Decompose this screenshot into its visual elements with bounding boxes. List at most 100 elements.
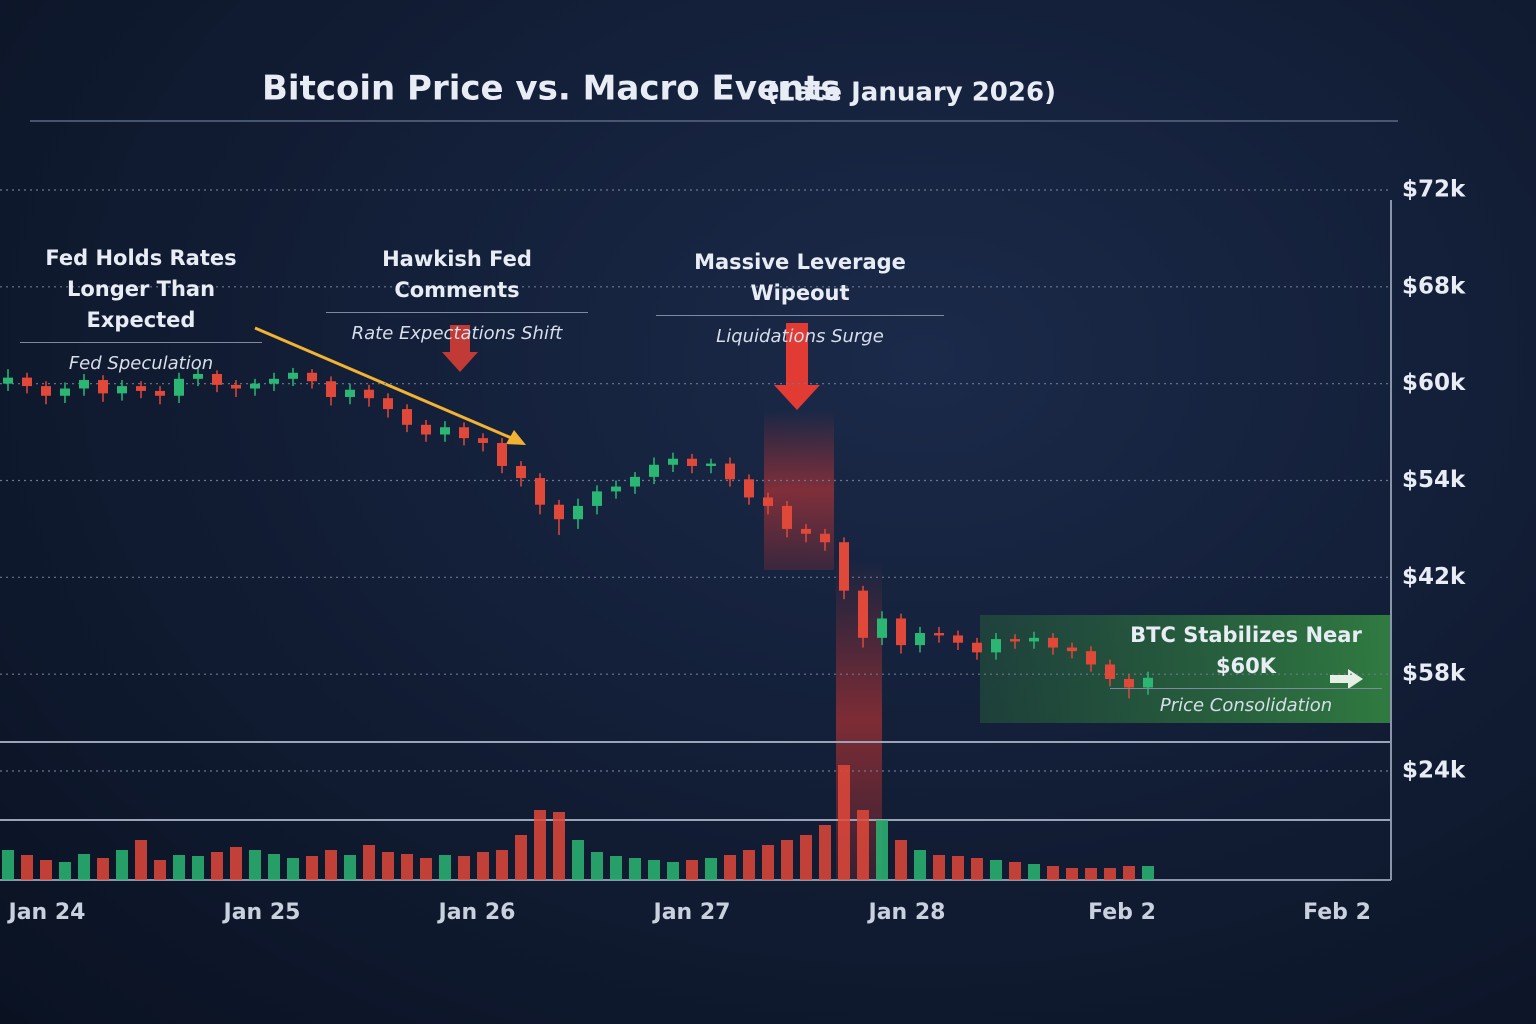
volume-bar	[116, 850, 128, 880]
candle-body	[573, 505, 583, 520]
x-tick-label: Jan 28	[867, 900, 946, 925]
y-tick-label: $24k	[1402, 758, 1466, 784]
volume-bar	[762, 845, 774, 880]
candle-body	[668, 458, 678, 465]
x-tick-label: Feb 2	[1303, 900, 1371, 925]
y-tick-label: $42k	[1402, 564, 1466, 590]
volume-bar	[40, 860, 52, 880]
candle-body	[250, 383, 260, 389]
volume-bar	[458, 856, 470, 880]
volume-bar	[59, 862, 71, 880]
annotation-subtitle: Rate Expectations Shift	[351, 323, 563, 344]
volume-bar	[230, 847, 242, 880]
annotation-title: Massive Leverage Wipeout	[656, 247, 944, 316]
volume-bar	[648, 860, 660, 880]
candle-body	[79, 380, 89, 389]
chart-subtitle: (Late January 2026)	[766, 78, 1056, 108]
candle-body	[592, 491, 602, 506]
candle-body	[782, 505, 792, 529]
candle-body	[953, 635, 963, 643]
volume-bar	[1123, 866, 1135, 880]
candle-body	[41, 386, 51, 396]
annotation: Massive Leverage Wipeout Liquidations Sur…	[656, 247, 944, 347]
candle-body	[991, 639, 1001, 653]
volume-bar	[135, 840, 147, 880]
candle-body	[326, 381, 336, 397]
volume-bar	[572, 840, 584, 880]
candle-body	[934, 633, 944, 636]
candle-body	[706, 463, 716, 466]
volume-bar	[743, 850, 755, 880]
volume-bar	[287, 858, 299, 880]
annotation-subtitle: Liquidations Surge	[716, 326, 884, 347]
volume-bar	[838, 765, 850, 880]
candle-body	[1048, 637, 1058, 648]
volume-bar	[173, 855, 185, 880]
candle-body	[459, 427, 469, 439]
volume-bar	[515, 835, 527, 880]
volume-bar	[21, 855, 33, 880]
volume-bar	[819, 825, 831, 880]
candle-body	[174, 378, 184, 396]
volume-bar	[439, 855, 451, 880]
x-tick-label: Jan 27	[652, 900, 731, 925]
candle-body	[725, 463, 735, 480]
candle-body	[649, 464, 659, 477]
candle-body	[307, 372, 317, 382]
volume-bar	[610, 856, 622, 880]
annotation-title: Fed Holds Rates Longer Than Expected	[20, 243, 262, 343]
candle-body	[535, 478, 545, 505]
volume-bar	[705, 858, 717, 880]
y-tick-label: $54k	[1402, 467, 1466, 493]
candle-body	[611, 486, 621, 492]
volume-bar	[97, 858, 109, 880]
candle-body	[288, 372, 298, 379]
volume-bar	[591, 852, 603, 880]
candle-body	[136, 386, 146, 391]
volume-bar	[496, 850, 508, 880]
volume-bar	[876, 820, 888, 880]
y-tick-label: $72k	[1402, 177, 1466, 203]
volume-bar	[154, 860, 166, 880]
volume-bar	[477, 852, 489, 880]
volume-bar	[686, 860, 698, 880]
volume-bar	[268, 854, 280, 880]
volume-bar	[1104, 868, 1116, 880]
x-tick-label: Jan 25	[222, 900, 301, 925]
candle-body	[1105, 664, 1115, 680]
chart-title: Bitcoin Price vs. Macro Events	[262, 69, 841, 109]
candle-body	[915, 633, 925, 646]
volume-bar	[78, 854, 90, 880]
candle-body	[1143, 677, 1153, 688]
candle-body	[383, 398, 393, 410]
volume-bar	[971, 858, 983, 880]
y-tick-label: $60k	[1402, 370, 1466, 396]
volume-bar	[306, 856, 318, 880]
consolidation-zone	[980, 615, 1391, 723]
volume-bar	[2, 850, 14, 880]
annotation-title: Hawkish Fed Comments	[326, 244, 588, 313]
candle-body	[801, 528, 811, 534]
volume-bar	[990, 860, 1002, 880]
candle-body	[1067, 647, 1077, 652]
volume-bar	[553, 812, 565, 880]
volume-bar	[211, 852, 223, 880]
volume-bar	[325, 850, 337, 880]
candle-body	[269, 378, 279, 384]
candle-body	[554, 504, 564, 520]
event-arrow	[774, 323, 820, 410]
x-tick-label: Jan 26	[437, 900, 516, 925]
candle-body	[744, 479, 754, 498]
volume-bar	[952, 856, 964, 880]
volume-bar	[363, 845, 375, 880]
volume-bar	[382, 852, 394, 880]
volume-bar	[781, 840, 793, 880]
volume-bar	[420, 858, 432, 880]
candle-body	[98, 380, 108, 394]
candle-body	[1010, 639, 1020, 642]
candle-body	[212, 373, 222, 385]
volume-bar	[1066, 868, 1078, 880]
candle-body	[440, 427, 450, 435]
candle-body	[858, 590, 868, 638]
volume-bar	[1009, 862, 1021, 880]
